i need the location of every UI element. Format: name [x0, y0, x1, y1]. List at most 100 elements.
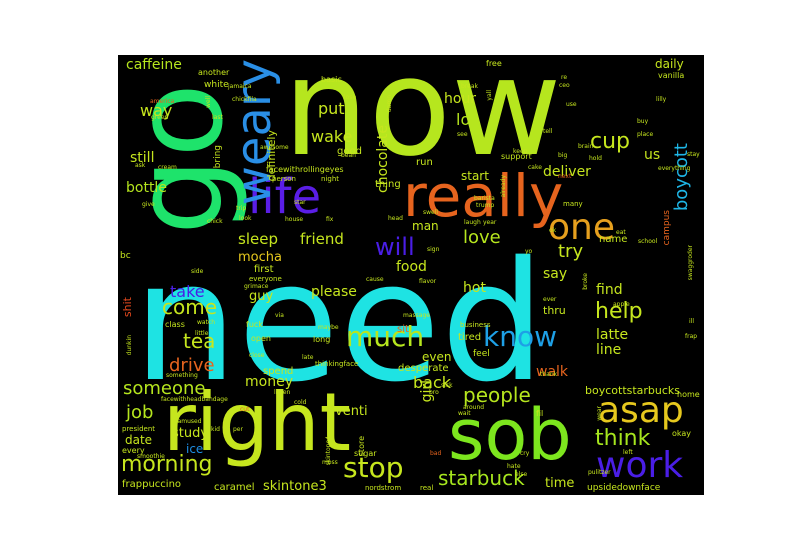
- word-thru: thru: [543, 304, 566, 317]
- word-stop: stop: [343, 451, 404, 484]
- word-fuck: fuck: [246, 320, 263, 329]
- word-boycottstarbucks: boycottstarbucks: [585, 384, 681, 397]
- word-good: good: [337, 146, 362, 157]
- word-per: per: [233, 426, 243, 433]
- word-skintone3: skintone3: [263, 479, 327, 494]
- word-left: left: [623, 449, 633, 456]
- word-date: date: [125, 433, 153, 447]
- word-bc: bc: [120, 251, 131, 261]
- word-cut: cut: [240, 406, 250, 413]
- word-start: start: [461, 169, 489, 183]
- word-another: another: [198, 68, 230, 77]
- word-smoothie: smoothie: [137, 453, 165, 460]
- word-think: think: [595, 426, 651, 451]
- word-ask: ask: [135, 162, 146, 169]
- word-maybe: maybe: [318, 324, 339, 331]
- word-please: please: [311, 284, 357, 300]
- word-support: support: [501, 152, 532, 161]
- word-tea: tea: [183, 329, 216, 353]
- word-unamused: unamused: [170, 418, 202, 425]
- word-every: every: [122, 446, 145, 455]
- word-asap: asap: [598, 390, 684, 431]
- word-listen: listen: [274, 389, 291, 396]
- word-ice: ice: [186, 442, 204, 456]
- word-wear: wear: [596, 406, 603, 421]
- word-cream: cream: [158, 164, 177, 171]
- word-even: even: [422, 350, 452, 364]
- word-friend: friend: [300, 230, 344, 248]
- word-sick: sick: [441, 382, 453, 389]
- word-ok: ok: [549, 227, 557, 234]
- word-chickfila: chickfila: [232, 96, 257, 103]
- word-apple: apple: [613, 301, 630, 308]
- word-life: life: [248, 169, 322, 225]
- word-keep: keep: [513, 148, 528, 155]
- word-mocha: mocha: [238, 250, 282, 265]
- word-venti: venti: [335, 404, 368, 419]
- word-will: will: [375, 233, 415, 261]
- word-one: one: [548, 207, 615, 248]
- word-basic: basic: [321, 75, 342, 84]
- word-ceo: ceo: [559, 82, 570, 89]
- word-campus: campus: [662, 210, 672, 246]
- word-already: already: [500, 175, 507, 198]
- word-daily: daily: [655, 57, 684, 71]
- word-ill: ill: [689, 318, 695, 325]
- word-facewithheadbandage: facewithheadbandage: [161, 396, 228, 403]
- word-man: man: [412, 219, 439, 233]
- word-grimace: grimace: [244, 283, 269, 290]
- word-lilly: lilly: [656, 96, 667, 103]
- word-everything: everything: [658, 165, 691, 172]
- word-thing: thing: [375, 179, 401, 190]
- word-caramel: caramel: [214, 482, 255, 493]
- word-pulitzer: pulitzer: [588, 469, 611, 476]
- word-swell: swell: [423, 209, 439, 216]
- word-walk: walk: [536, 364, 569, 380]
- word-yo: yo: [525, 248, 533, 255]
- word-eat: eat: [616, 229, 626, 236]
- word-much: much: [346, 320, 425, 353]
- word-us: us: [644, 147, 661, 163]
- word-first: first: [254, 264, 274, 275]
- word-massage: massage: [403, 312, 430, 319]
- word-break: break: [461, 83, 478, 90]
- word-way: way: [140, 101, 173, 120]
- word-open: open: [251, 334, 271, 343]
- word-feel: feel: [473, 349, 490, 359]
- word-cake: cake: [528, 164, 542, 171]
- word-little: little: [195, 330, 209, 337]
- word-upsidedownface: upsidedownface: [587, 483, 661, 493]
- word-house: house: [285, 216, 304, 223]
- word-dunkin: dunkin: [126, 335, 133, 356]
- word-laugh: laugh: [464, 219, 481, 226]
- word-buy: buy: [637, 118, 649, 125]
- word-run: run: [416, 157, 433, 168]
- word-something: something: [166, 372, 198, 379]
- word-stay: stay: [687, 151, 700, 158]
- word-now: now: [283, 55, 562, 186]
- word-green: green: [151, 114, 169, 121]
- word-take: take: [170, 282, 205, 301]
- word-bottle: bottle: [126, 180, 167, 196]
- word-study: study: [172, 426, 209, 441]
- word-caffeine: caffeine: [126, 57, 182, 73]
- word-job: job: [126, 402, 154, 423]
- word-re: re: [561, 74, 568, 81]
- word-find: find: [596, 282, 623, 298]
- word-use: use: [566, 101, 577, 108]
- word-wait: wait: [458, 410, 471, 417]
- word-big: big: [558, 152, 568, 159]
- word-star: star: [294, 199, 306, 206]
- word-vanilla: vanilla: [658, 71, 685, 80]
- word-damn: damn: [386, 95, 393, 113]
- word-place: place: [637, 131, 654, 138]
- word-awesome: awesome: [260, 144, 289, 151]
- word-trump: trump: [476, 202, 495, 209]
- word-close: close: [249, 352, 265, 359]
- word-hold: hold: [589, 155, 602, 162]
- word-cup: cup: [590, 129, 631, 154]
- word-many: many: [563, 200, 583, 208]
- word-late: late: [302, 354, 314, 361]
- word-yall: yall: [486, 90, 493, 101]
- word-name: name: [599, 234, 628, 245]
